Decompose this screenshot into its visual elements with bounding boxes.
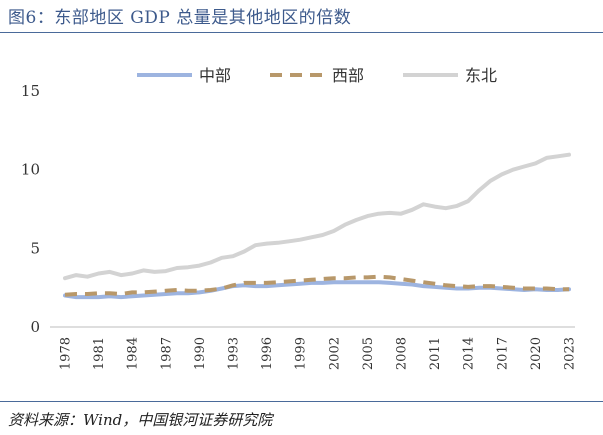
y-tick-label: 10 (21, 161, 40, 179)
y-tick-label: 0 (30, 318, 40, 336)
x-tick-label: 1993 (227, 337, 242, 370)
series-line-3 (63, 152, 571, 281)
x-tick-label: 1981 (92, 337, 107, 370)
x-tick-label: 2002 (327, 337, 342, 370)
x-tick-label: 2014 (462, 337, 477, 370)
y-tick-label: 15 (21, 82, 40, 100)
x-tick-label: 2011 (428, 337, 443, 370)
legend: 中部 西部 东北 (137, 66, 497, 85)
x-tick-label: 2023 (563, 337, 578, 370)
series-line-2 (64, 274, 569, 297)
x-tick-label: 2008 (395, 337, 410, 370)
x-tick-label: 1999 (294, 337, 309, 370)
legend-label: 中部 (199, 66, 231, 85)
legend-label: 东北 (465, 66, 497, 85)
y-tick-label: 5 (30, 239, 40, 257)
x-tick-label: 1984 (126, 337, 141, 370)
x-axis-ticks: 1978 1981 1984 1987 1990 1993 1996 1999 2002 2005… (59, 337, 578, 370)
source-divider (0, 401, 603, 402)
series-lines (63, 152, 571, 300)
source-note: 资料来源：Wind，中国银河证券研究院 (8, 411, 273, 429)
x-tick-label: 2005 (361, 337, 376, 370)
title-divider (0, 32, 603, 33)
x-tick-label: 1996 (260, 337, 275, 370)
x-tick-label: 1990 (193, 337, 208, 370)
x-tick-label: 2017 (495, 337, 510, 370)
y-axis-ticks: 0 5 10 15 (21, 82, 40, 336)
chart-title: 图6：东部地区 GDP 总量是其他地区的倍数 (8, 8, 352, 28)
legend-label: 西部 (332, 66, 364, 85)
x-tick-label: 1987 (159, 337, 174, 370)
x-tick-label: 2020 (529, 337, 544, 370)
x-tick-label: 1978 (59, 337, 74, 370)
